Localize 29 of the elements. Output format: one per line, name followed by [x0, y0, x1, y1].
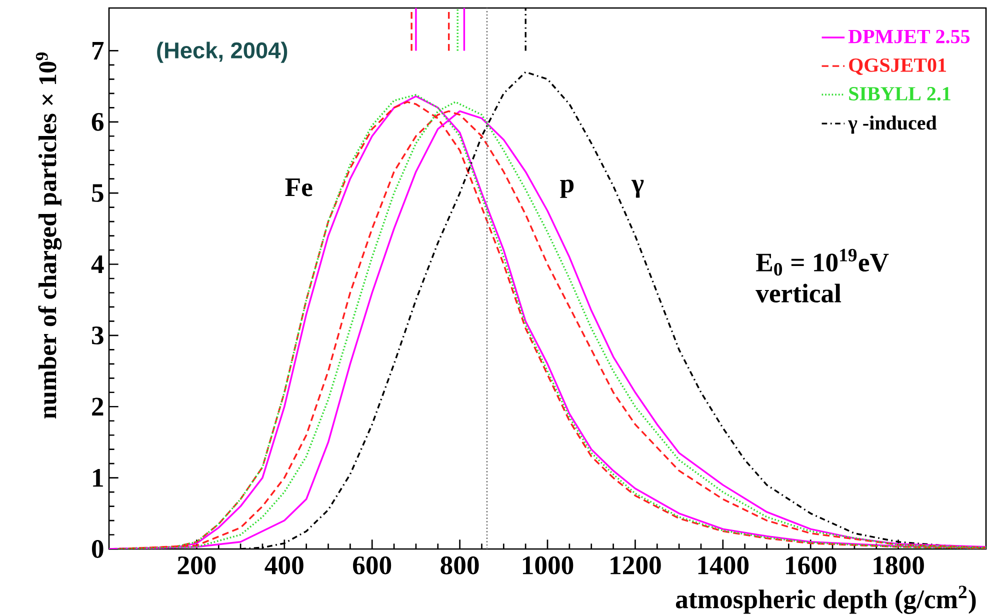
y-tick-label: 3: [92, 326, 104, 344]
x-tick-label: 1800: [874, 556, 924, 574]
legend-label: QGSJET01: [849, 58, 946, 75]
annotation: p: [560, 180, 574, 198]
x-tick-label: 1400: [698, 556, 749, 574]
x-tick-label: 1200: [610, 556, 661, 574]
y-tick-label: 1: [93, 469, 103, 487]
annotation: γ: [631, 180, 644, 198]
x-tick-label: 600: [353, 556, 392, 574]
y-axis-title: number of charged particles × 10$^{9}$: [36, 52, 62, 419]
x-tick-label: 200: [178, 556, 216, 574]
annotation: Fe: [285, 178, 312, 196]
annotation: (Heck, 2004): [157, 42, 288, 63]
annotation: vertical: [756, 284, 842, 302]
y-tick-label: 0: [92, 540, 104, 558]
y-tick-label: 4: [91, 255, 104, 274]
x-axis-title: atmospheric depth (g/cm$^{2}$): [676, 586, 976, 614]
x-tick-label: 800: [440, 556, 479, 574]
y-tick-label: 5: [92, 184, 104, 202]
y-tick-label: 7: [92, 42, 104, 60]
y-tick-label: 6: [92, 112, 104, 131]
annotation: E$_{0}$ = 10$^{19}$eV: [756, 248, 889, 276]
x-tick-label: 1600: [786, 556, 836, 574]
y-tick-label: 2: [92, 398, 104, 416]
x-tick-label: 1000: [522, 556, 574, 574]
legend-label: SIBYLL 2.1: [849, 87, 950, 101]
legend-label: DPMJET 2.55: [848, 30, 970, 44]
x-tick-label: 400: [264, 556, 304, 574]
legend-label: γ -induced: [848, 116, 937, 134]
